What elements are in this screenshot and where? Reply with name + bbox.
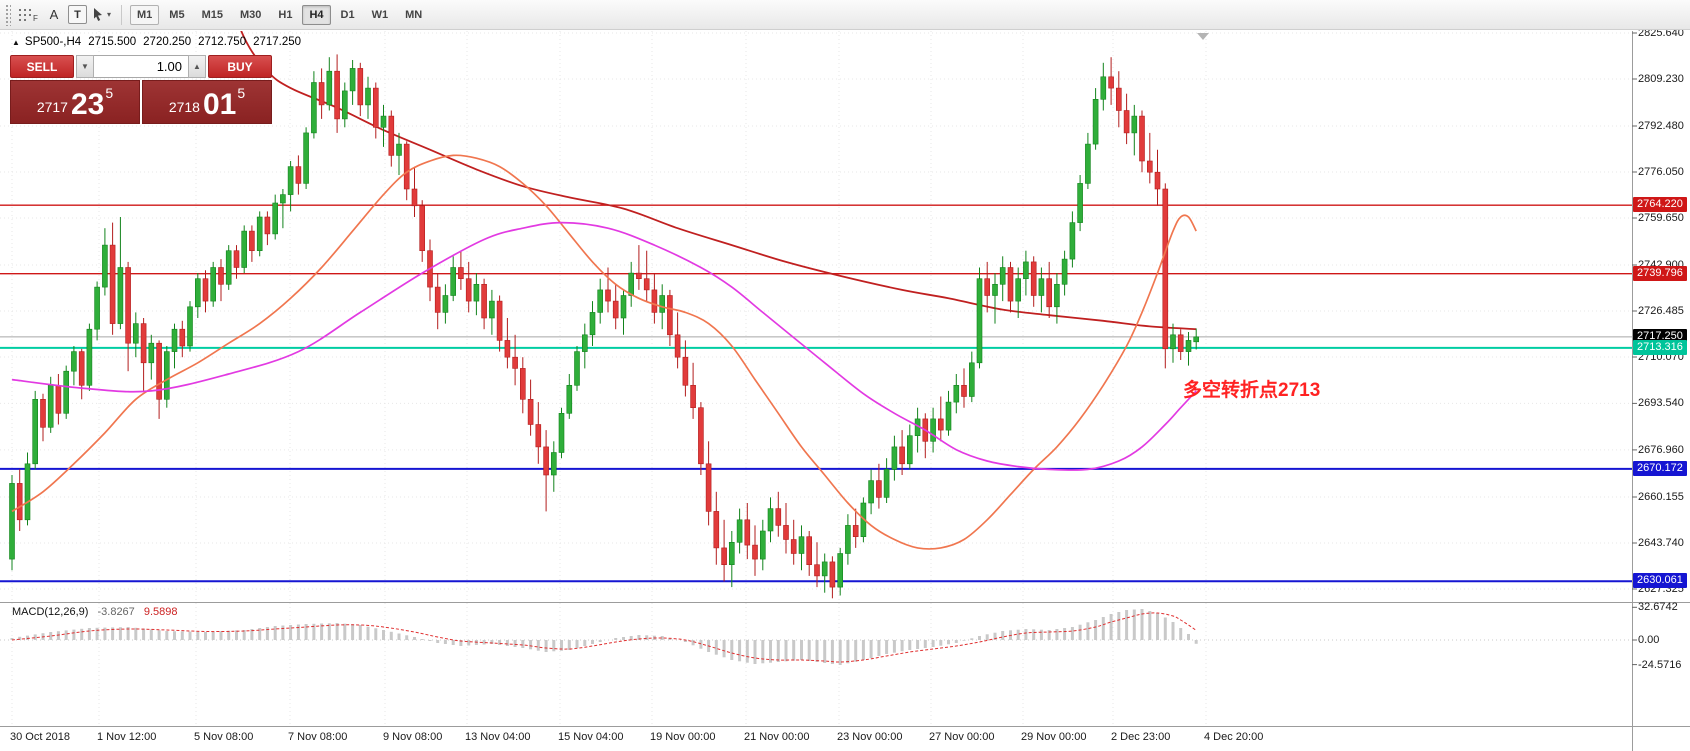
volume-increase-button[interactable]: ▲: [188, 55, 206, 78]
ma-mid-line: [11, 221, 1197, 471]
timeframe-mn-button[interactable]: MN: [405, 8, 423, 21]
arrow-cursor-icon: [93, 8, 102, 21]
dots-grid-icon: [19, 8, 32, 21]
timeframe-m15-button[interactable]: M15: [201, 8, 223, 21]
buy-button[interactable]: BUY: [208, 55, 272, 78]
macd-main-value: -3.8267: [97, 606, 135, 618]
ma-slow-line: [240, 31, 1197, 331]
symbol-name: SP500-,H4: [24, 36, 82, 48]
toolbar-drag-handle[interactable]: [5, 3, 11, 26]
collapse-panel-icon[interactable]: ▲: [12, 37, 20, 47]
macd-indicator: [0, 609, 1632, 665]
sell-price-display[interactable]: 2717 23 5: [10, 80, 140, 124]
macd-signal-value: 9.5898: [143, 606, 178, 618]
cursor-tool-icon[interactable]: ▾: [89, 3, 113, 27]
volume-stepper: ▼ ▲: [76, 55, 206, 78]
buy-price-pipette: 5: [237, 85, 246, 101]
ma-fast-line: [11, 154, 1197, 550]
timeframe-buttons: M1 M5 M15 M30 H1 H4 D1 W1 MN: [130, 4, 429, 25]
macd-signal-line: [11, 612, 1197, 663]
text-annotation-icon[interactable]: A: [49, 7, 59, 22]
buy-price-display[interactable]: 2718 01 5: [142, 80, 272, 124]
ohlc-open: 2715.500: [88, 36, 137, 48]
timeframe-d1-button[interactable]: D1: [340, 8, 355, 21]
volume-input[interactable]: [94, 55, 188, 78]
buy-price-prefix: 2718: [168, 99, 200, 115]
ohlc-low: 2712.750: [198, 36, 247, 48]
ohlc-high: 2720.250: [143, 36, 192, 48]
trade-controls-row: SELL ▼ ▲ BUY: [10, 55, 272, 78]
chevron-down-icon: ▾: [106, 10, 111, 19]
sell-price-prefix: 2717: [36, 99, 68, 115]
candlestick-chart: [0, 31, 1632, 599]
timeframe-w1-button[interactable]: W1: [371, 8, 389, 21]
symbol-info-line: ▲ SP500-,H4 2715.500 2720.250 2712.750 2…: [12, 36, 308, 48]
timeframe-h1-button[interactable]: H1: [278, 8, 293, 21]
timeframe-m5-button[interactable]: M5: [169, 8, 185, 21]
macd-indicator-label: MACD(12,26,9) -3.8267 9.5898: [12, 606, 178, 618]
sell-price-big-digits: 23: [70, 88, 105, 121]
chart-text-annotation: 多空转折点2713: [1183, 380, 1321, 401]
trade-prices-row: 2717 23 5 2718 01 5: [10, 80, 272, 124]
grid-icon-label: F: [33, 14, 38, 23]
toolbar: F A T ▾ M1 M5 M15 M30 H1 H4 D1 W1 MN: [0, 0, 1690, 30]
sell-button[interactable]: SELL: [10, 55, 74, 78]
text-label-tool-icon[interactable]: T: [68, 5, 87, 24]
macd-name: MACD(12,26,9): [12, 606, 89, 618]
volume-decrease-button[interactable]: ▼: [76, 55, 94, 78]
grid-icon[interactable]: F: [16, 3, 40, 27]
sell-price-pipette: 5: [105, 85, 114, 101]
chart-shift-marker: [1197, 33, 1209, 40]
buy-price-big-digits: 01: [202, 88, 237, 121]
ohlc-close: 2717.250: [253, 36, 302, 48]
timeframe-m1-button[interactable]: M1: [130, 4, 160, 25]
toolbar-separator: [121, 4, 122, 25]
timeframe-m30-button[interactable]: M30: [239, 8, 262, 21]
timeframe-h4-button[interactable]: H4: [302, 4, 331, 25]
